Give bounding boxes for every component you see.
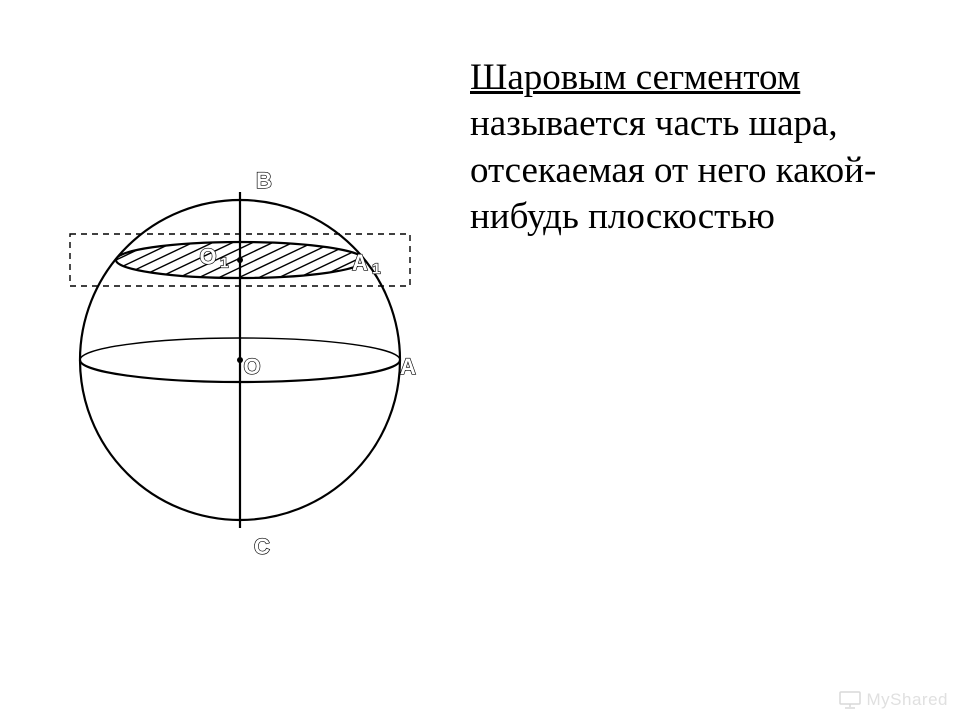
sphere-segment-diagram: BO1A1OAC — [40, 130, 440, 570]
watermark-text: MyShared — [867, 690, 948, 710]
watermark: MyShared — [839, 690, 948, 710]
svg-text:A: A — [352, 250, 368, 275]
definition-text: Шаровым сегментом называется часть шара,… — [470, 55, 930, 240]
screen-icon — [839, 691, 861, 709]
svg-text:A: A — [400, 354, 416, 379]
svg-text:O: O — [199, 244, 216, 269]
svg-text:B: B — [256, 168, 272, 193]
definition-term: Шаровым сегментом — [470, 57, 800, 98]
definition-body: называется часть шара, отсекаемая от нег… — [470, 103, 876, 237]
svg-text:O: O — [243, 354, 260, 379]
svg-text:1: 1 — [220, 254, 228, 271]
svg-text:C: C — [254, 534, 270, 559]
svg-text:1: 1 — [372, 260, 380, 277]
